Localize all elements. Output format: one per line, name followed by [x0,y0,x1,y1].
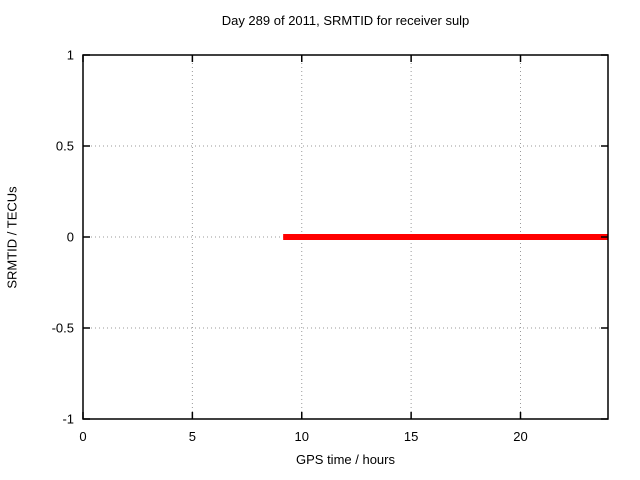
x-tick-label: 15 [404,429,418,444]
y-tick-label: 0 [67,230,74,245]
chart-title: Day 289 of 2011, SRMTID for receiver sul… [221,13,470,28]
y-tick-label: 0.5 [56,139,74,154]
y-tick-label: 1 [67,48,74,63]
x-tick-label: 10 [295,429,309,444]
x-axis-label: GPS time / hours [296,452,395,467]
y-axis-label: SRMTID / TECUs [4,186,20,289]
x-tick-label: 0 [79,429,86,444]
x-tick-label: 20 [513,429,527,444]
x-tick-label: 5 [189,429,196,444]
y-tick-label: -1 [62,412,74,427]
y-tick-label: -0.5 [52,321,74,336]
